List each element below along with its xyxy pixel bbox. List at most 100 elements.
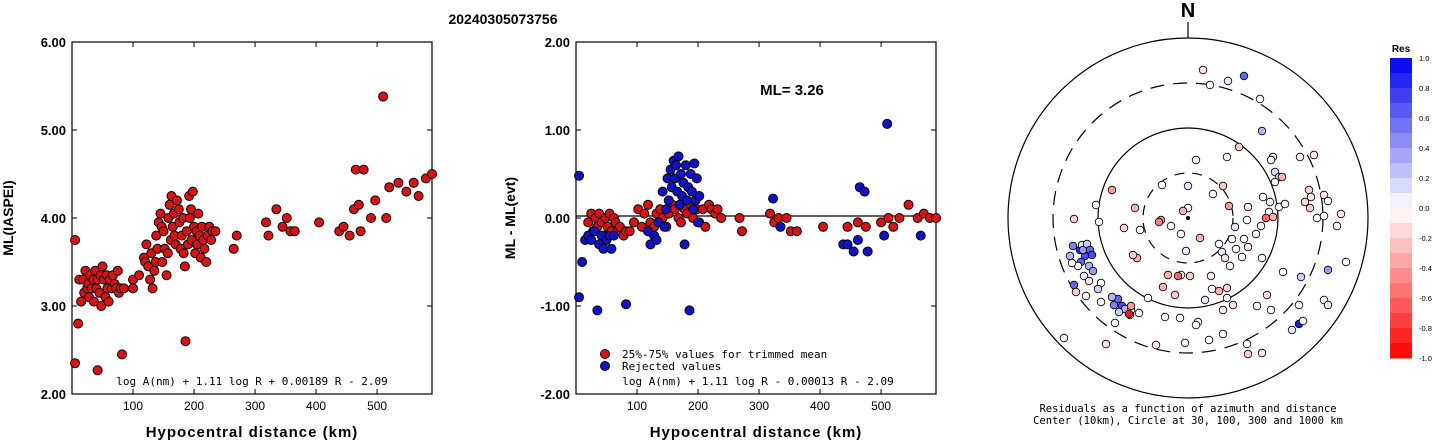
chart1-x-tick-label: 300 (245, 399, 265, 413)
chart2-y-tick-label: -1.00 (540, 299, 570, 314)
colorbar-cell (1390, 208, 1412, 224)
chart2-data-point (888, 221, 899, 232)
station-marker (1332, 221, 1342, 231)
station-marker (1218, 181, 1228, 191)
chart1-data-point (141, 239, 152, 250)
station-marker (1208, 189, 1218, 199)
station-marker (1255, 94, 1265, 104)
station-marker (1205, 80, 1215, 90)
station-marker (1242, 339, 1252, 349)
chart2-data-point (915, 230, 926, 241)
station-marker (1256, 221, 1266, 231)
chart2-data-point (628, 217, 639, 228)
chart1-data-point (228, 243, 239, 254)
legend-label-rejected: Rejected values (622, 360, 721, 373)
station-marker (1096, 297, 1106, 307)
chart2-y-tick-label: 1.00 (545, 123, 570, 138)
chart2-x-tick-label: 400 (810, 399, 830, 413)
station-marker (1341, 257, 1351, 267)
chart2-data-point (765, 208, 776, 219)
chart2-data-point (894, 213, 905, 223)
colorbar-tick-label: 0.4 (1419, 144, 1429, 153)
station-marker (1135, 225, 1145, 235)
chart2-data-point (781, 213, 792, 223)
colorbar-cell (1390, 133, 1412, 149)
chart2-data-point (876, 217, 887, 228)
station-marker (1224, 201, 1234, 211)
ring-1000km (1007, 37, 1369, 399)
station-marker (1237, 252, 1247, 262)
station-marker (1154, 217, 1164, 227)
station-marker (1206, 271, 1216, 281)
ring-30km (1142, 172, 1234, 264)
chart1-data-point (155, 208, 166, 219)
chart2-data-point (859, 186, 870, 197)
chart1-y-tick-label: 4.00 (41, 211, 66, 226)
station-marker (1239, 234, 1249, 244)
station-marker (1258, 192, 1268, 202)
chart2-data-point (663, 195, 674, 206)
chart2-formula: log A(nm) + 1.11 log R - 0.00013 R - 2.0… (622, 375, 894, 388)
station-marker (1252, 301, 1262, 311)
chart1-data-point (147, 283, 158, 294)
station-marker (1262, 290, 1272, 300)
chart2-data-point (716, 213, 727, 223)
colorbar-cell (1390, 343, 1412, 359)
colorbar-tick-label: -0.2 (1419, 234, 1432, 243)
chart1-data-point (173, 204, 184, 215)
chart1-data-point (185, 204, 196, 215)
station-marker (1114, 307, 1124, 317)
station-marker (1059, 333, 1069, 343)
colorbar-title: Res (1392, 44, 1411, 55)
chart2-data-point (639, 208, 650, 219)
chart2-data-point (589, 226, 600, 237)
chart2-data-point (574, 170, 585, 181)
colorbar-cell (1390, 118, 1412, 134)
station-marker (1091, 200, 1101, 210)
chart1-data-point (261, 217, 272, 228)
chart1-data-point (358, 164, 369, 175)
station-marker (1294, 300, 1304, 310)
colorbar-cell (1390, 283, 1412, 299)
station-marker (1298, 316, 1308, 326)
chart1-data-point (199, 243, 210, 254)
station-marker (1067, 258, 1077, 268)
chart1-data-point (76, 296, 87, 307)
chart2-data-point (693, 217, 704, 228)
chart2-data-point (883, 213, 894, 223)
colorbar-cell (1390, 148, 1412, 164)
station-marker (1231, 244, 1241, 254)
chart2-data-point (694, 191, 705, 201)
chart2-x-tick-label: 200 (688, 399, 708, 413)
ml-value-annotation: ML= 3.26 (760, 82, 824, 99)
station-marker (1151, 340, 1161, 350)
chart1-data-point (289, 226, 300, 237)
colorbar-cell (1390, 88, 1412, 104)
chart2-data-point (671, 160, 682, 171)
chart1-data-point (171, 195, 182, 206)
chart1-data-point (134, 270, 145, 281)
chart1-data-point (187, 186, 198, 197)
chart2-data-point (775, 221, 786, 232)
chart2-data-point (848, 246, 859, 257)
station-marker (1243, 349, 1253, 359)
station-marker (1306, 192, 1316, 202)
chart1-data-point (157, 257, 168, 267)
station-marker (1158, 282, 1168, 292)
chart2-data-point (734, 213, 745, 223)
azimuth-residual-plot: N Residuals as a function of azimuth and… (1007, 0, 1369, 427)
chart2-x-tick-label: 300 (749, 399, 769, 413)
colorbar-cell (1390, 103, 1412, 119)
chart2-data-point (679, 239, 690, 250)
station-marker (1071, 287, 1081, 297)
chart1-data-point (162, 248, 173, 259)
chart2-y-tick-label: -2.00 (540, 387, 570, 402)
chart2-x-tick-label: 500 (871, 399, 891, 413)
station-marker (1234, 142, 1244, 152)
colorbar-cell (1390, 58, 1412, 74)
chart1-y-tick-label: 3.00 (41, 299, 66, 314)
chart1-data-point (151, 230, 162, 241)
chart1-data-point (145, 274, 156, 285)
colorbar-tick-label: -1.0 (1419, 354, 1432, 363)
colorbar-cell (1390, 238, 1412, 254)
